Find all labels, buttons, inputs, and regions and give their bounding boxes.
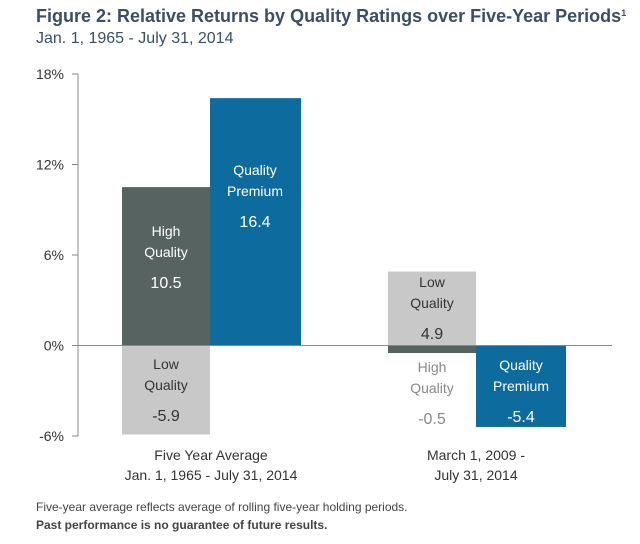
bar-chart: 18% 12% 6% 0% -6% High Quality 10.5 Quality Premi… [36,66,612,483]
low-quality-name-label: Low [153,356,180,372]
low-quality-bar [122,345,210,435]
quality-premium-bar [476,345,566,427]
x-category-label: Jan. 1, 1965 - July 31, 2014 [125,467,298,483]
low-quality-value-label: 4.9 [421,326,443,343]
y-tick-label: -6% [39,428,64,444]
y-tick-label: 18% [36,66,64,82]
title-footnote-marker: 1 [621,8,627,18]
low-quality-name-label: Low [419,274,446,290]
quality-premium-name-label: Premium [493,378,549,394]
y-tick-label: 0% [44,338,64,354]
quality-premium-name-label: Quality [499,357,543,373]
chart-title-text: Figure 2: Relative Returns by Quality Ra… [36,6,622,26]
x-category-label: Five Year Average [154,447,268,463]
high-quality-name-label: Quality [410,380,454,396]
y-tick-label: 6% [44,247,64,263]
x-category-label: March 1, 2009 - [427,447,525,463]
x-category-label: July 31, 2014 [434,467,517,483]
high-quality-bar [388,345,476,354]
high-quality-bar [122,187,210,346]
low-quality-bar [388,271,476,346]
y-tick-label: 12% [36,157,64,173]
quality-premium-bar [210,98,301,346]
disclaimer: Past performance is no guarantee of futu… [36,518,328,532]
footnote: Five-year average reflects average of ro… [36,500,408,514]
quality-premium-value-label: -5.4 [507,409,535,426]
quality-premium-name-label: Premium [227,183,283,199]
low-quality-name-label: Quality [410,295,454,311]
quality-premium-name-label: Quality [233,162,277,178]
high-quality-name-label: High [152,223,181,239]
chart-subtitle: Jan. 1, 1965 - July 31, 2014 [36,30,234,47]
high-quality-value-label: 10.5 [150,275,181,292]
quality-premium-value-label: 16.4 [239,214,270,231]
high-quality-value-label: -0.5 [418,411,446,428]
low-quality-name-label: Quality [144,377,188,393]
high-quality-name-label: High [418,359,447,375]
low-quality-value-label: -5.9 [152,408,180,425]
chart-title: Figure 2: Relative Returns by Quality Ra… [36,6,626,27]
high-quality-name-label: Quality [144,244,188,260]
